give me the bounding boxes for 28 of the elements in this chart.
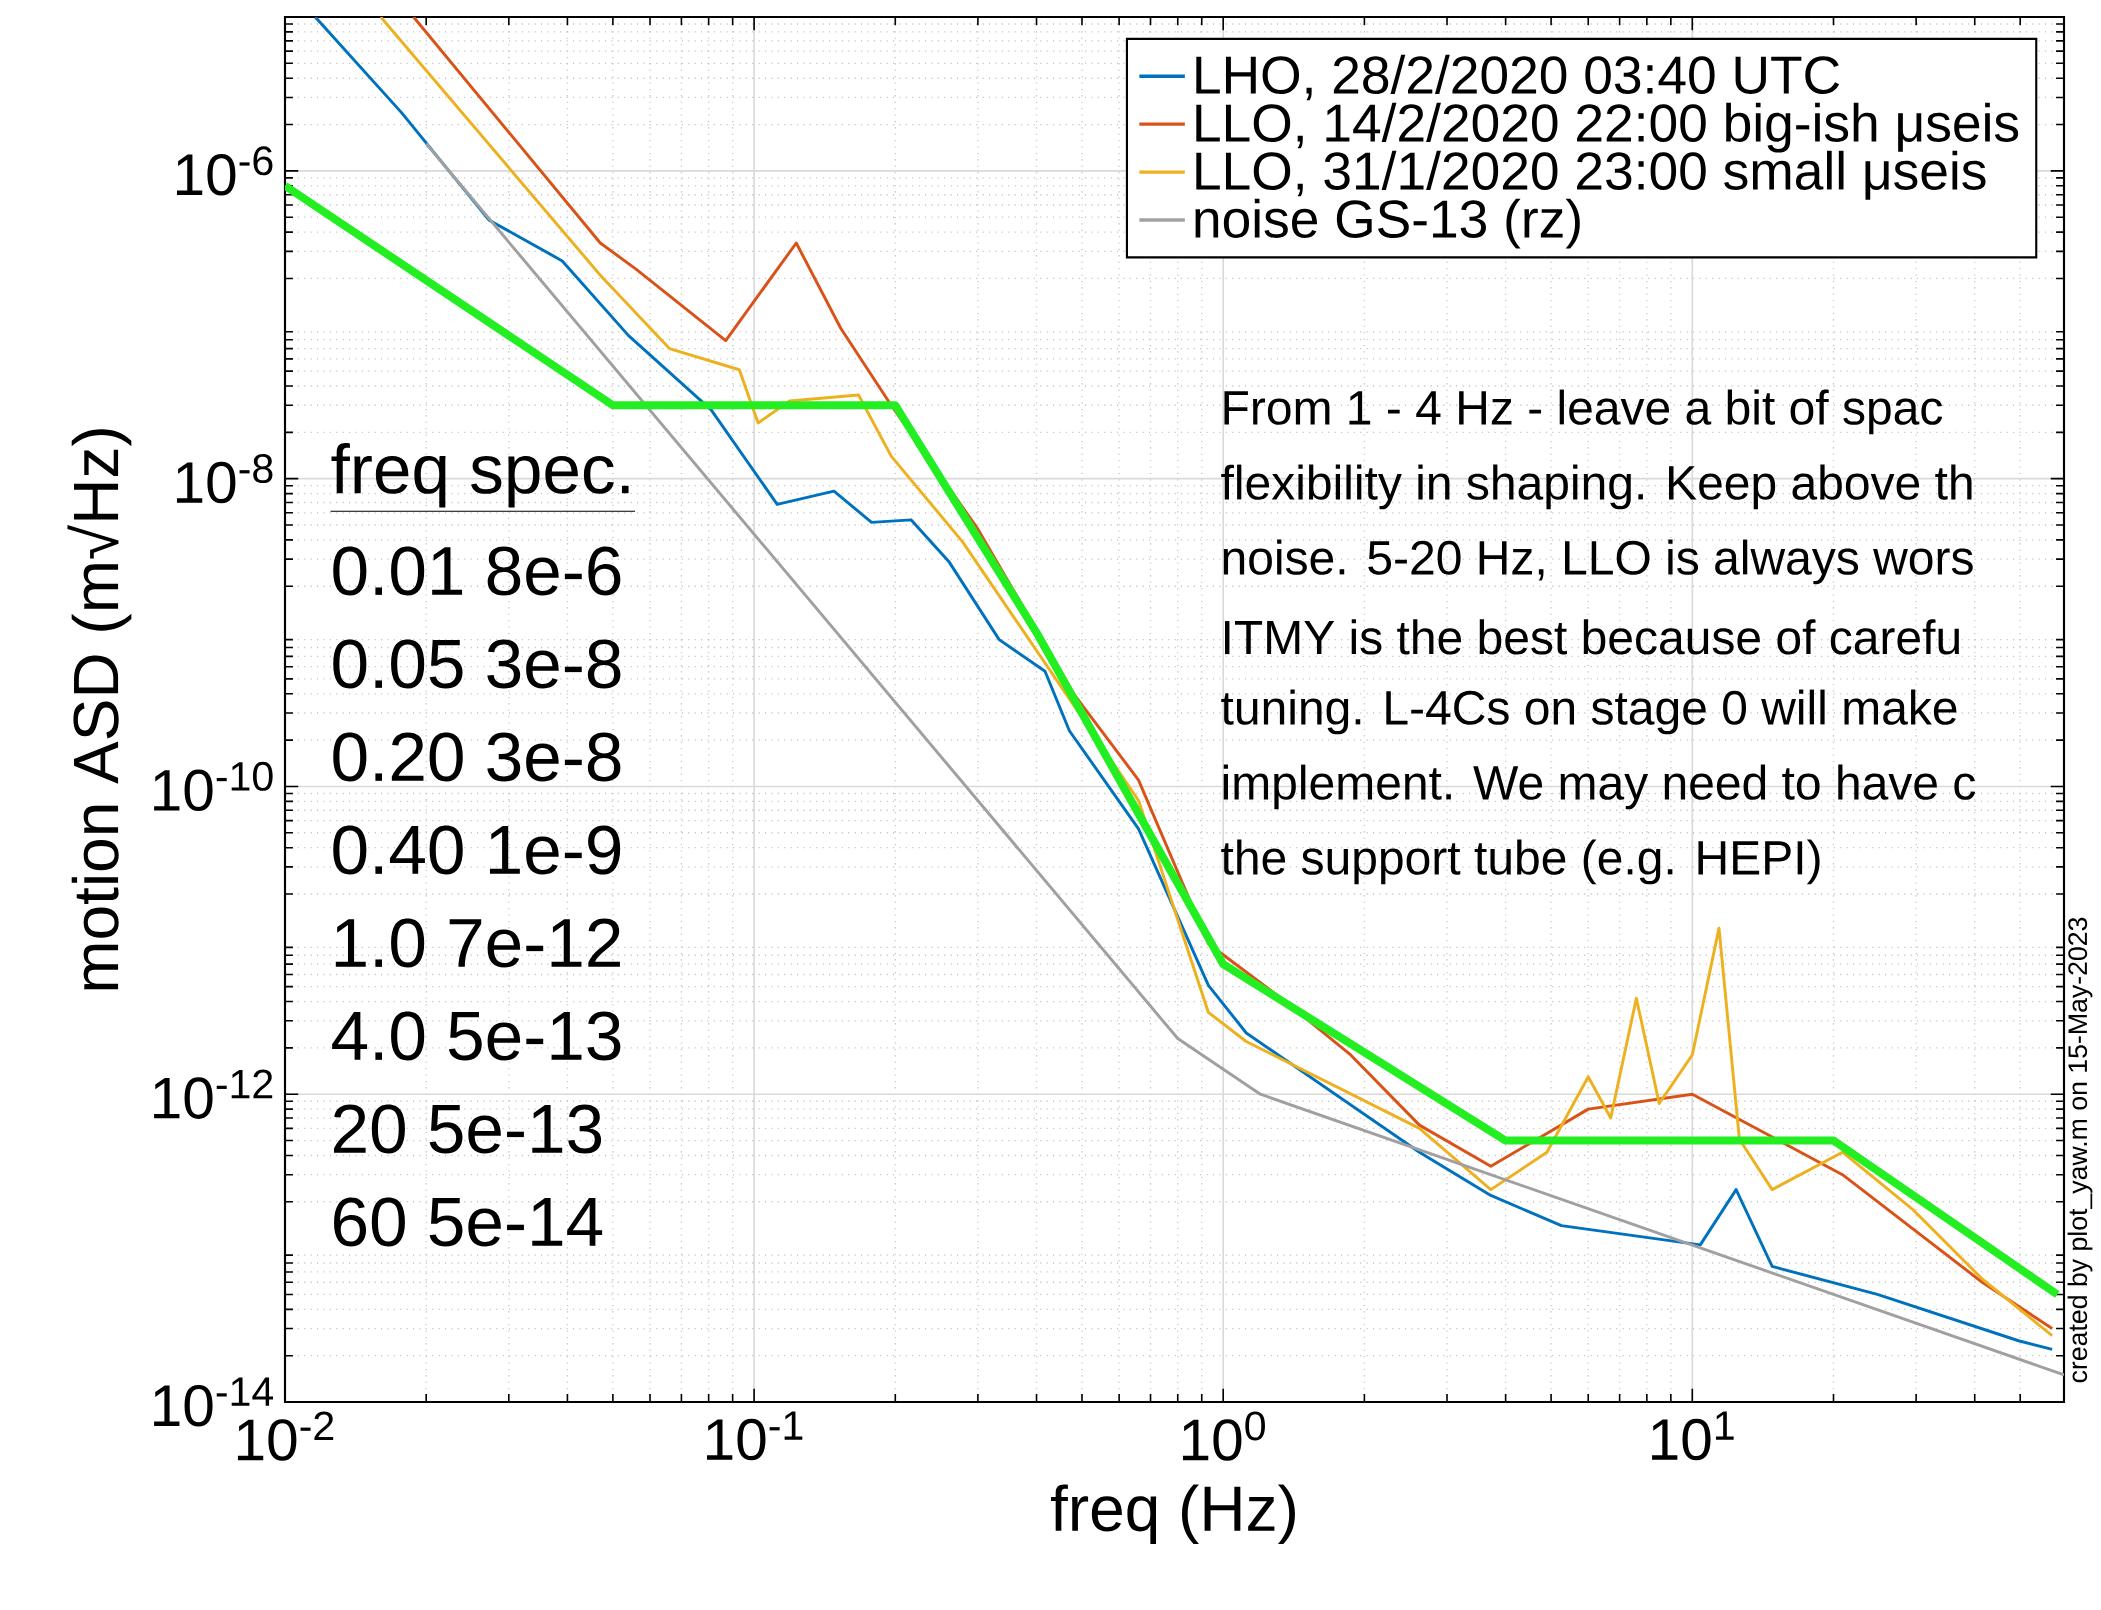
annotation: 0.40 1e-9 [333, 825, 621, 875]
annotation: 20 5e-13 [334, 1104, 602, 1154]
annotation: 4.0 5e-13 [332, 1011, 621, 1061]
legend-label: noise GS-13 (rz) [1195, 198, 1580, 249]
annotation: tuning. L-4Cs on stage 0 will make [1221, 689, 1957, 735]
text: created by plot_yaw.m on 15-May-2023 [2067, 917, 2093, 1383]
x-axis-title: freq (Hz) [1050, 1484, 1295, 1545]
annotation: noise. 5-20 Hz, LLO is always wors [1223, 539, 1973, 585]
y-tick-label: 10$^{-12}$ [154, 1069, 273, 1119]
y-tick-label: 10$^{-10}$ [154, 761, 273, 812]
annotation: ITMY is the best because of carefu [1224, 619, 1959, 655]
annotation: 60 5e-14 [334, 1197, 603, 1247]
x-tick-label: 10$^{-1}$ [707, 1411, 803, 1461]
annotation: implement. We may need to have c [1223, 764, 1976, 810]
y-tick-label: 10$^{-8}$ [176, 454, 273, 504]
x-tick-label: 10$^{1}$ [1652, 1411, 1734, 1461]
annotation: the support tube (e.g. HEPI) [1221, 839, 1820, 885]
annotation: From 1 - 4 Hz - leave a bit of spac [1224, 389, 1943, 435]
annotation: 1.0 7e-12 [335, 918, 620, 968]
annotation: flexibility in shaping. Keep above th [1221, 464, 1972, 510]
y-tick-label: 10$^{-6}$ [176, 146, 273, 196]
x-tick-label: 10$^{0}$ [1182, 1411, 1265, 1461]
annotation: 0.05 3e-8 [333, 639, 621, 689]
annotation: 0.20 3e-8 [333, 732, 621, 782]
y-axis-title: motion ASD (m√Hz) [67, 429, 132, 990]
annotation: 0.01 8e-6 [333, 546, 621, 596]
annotation: freq spec. [331, 443, 629, 508]
legend-label: LHO, 28/2/2020 03:40 UTC [1196, 54, 1840, 101]
